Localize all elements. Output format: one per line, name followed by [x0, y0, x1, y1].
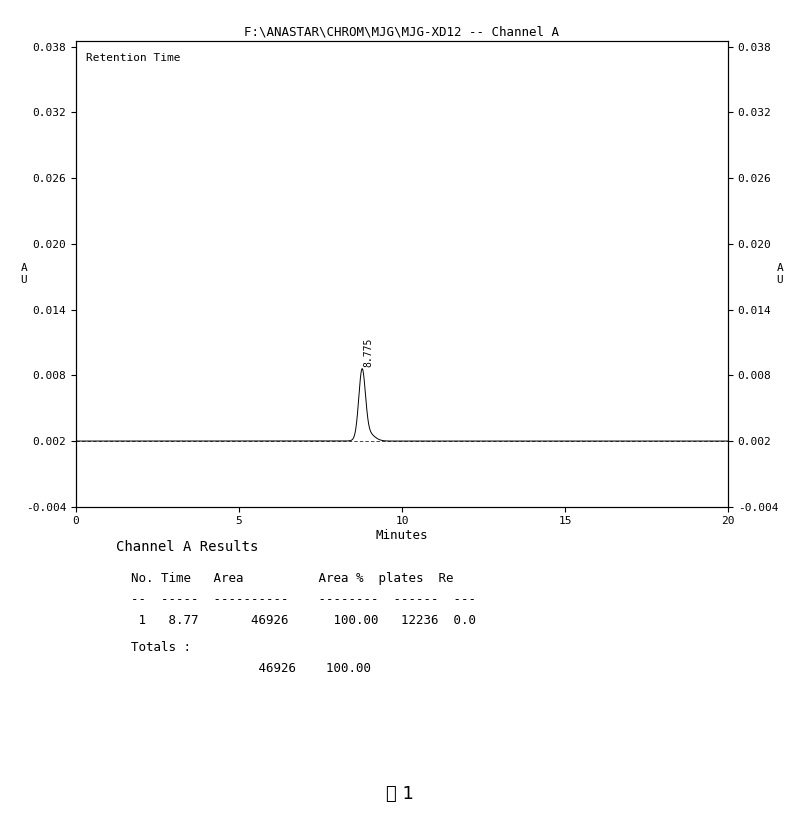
Title: F:\ANASTAR\CHROM\MJG\MJG-XD12 -- Channel A: F:\ANASTAR\CHROM\MJG\MJG-XD12 -- Channel… [245, 26, 559, 39]
Text: Channel A Results: Channel A Results [116, 540, 258, 554]
Text: 图 1: 图 1 [386, 785, 414, 803]
Text: --  -----  ----------    --------  ------  ---: -- ----- ---------- -------- ------ --- [116, 592, 476, 606]
Text: A
U: A U [21, 263, 27, 285]
Text: Retention Time: Retention Time [86, 53, 180, 63]
Text: 46926    100.00: 46926 100.00 [116, 662, 371, 675]
Text: 1   8.77       46926      100.00   12236  0.0: 1 8.77 46926 100.00 12236 0.0 [116, 614, 476, 626]
Text: No. Time   Area          Area %  plates  Re: No. Time Area Area % plates Re [116, 572, 454, 585]
Text: A
U: A U [777, 263, 783, 285]
Text: Totals :: Totals : [116, 641, 191, 654]
X-axis label: Minutes: Minutes [376, 529, 428, 542]
Text: 8.775: 8.775 [363, 337, 373, 367]
